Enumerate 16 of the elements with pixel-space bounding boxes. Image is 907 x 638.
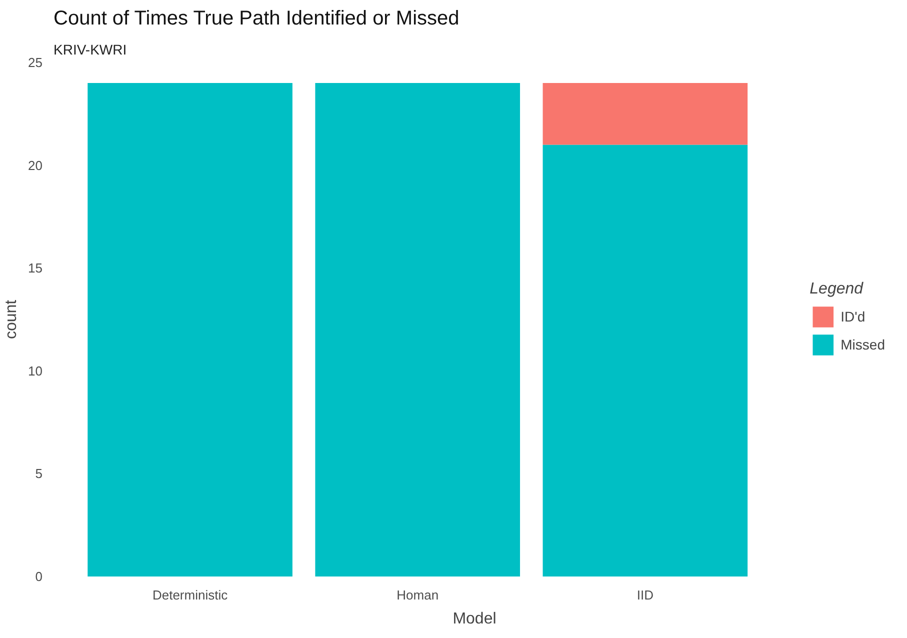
y-tick-label: 0 — [35, 569, 43, 584]
y-tick-label: 5 — [35, 466, 43, 482]
legend-label: Missed — [840, 336, 885, 352]
y-tick-label: 20 — [28, 158, 43, 173]
y-tick-label: 10 — [28, 363, 43, 378]
chart-subtitle: KRIV-KWRI — [54, 42, 127, 58]
x-axis-title: Model — [452, 610, 496, 628]
x-tick-label: IID — [636, 588, 654, 602]
y-tick-label: 25 — [28, 55, 43, 70]
y-axis-title: count — [3, 299, 20, 340]
x-tick-label: Deterministic — [152, 588, 228, 602]
x-tick-label: Homan — [396, 588, 439, 602]
legend-label: ID'd — [840, 308, 866, 324]
chart-title: Count of Times True Path Identified or Missed — [54, 8, 460, 30]
legend-title: Legend — [810, 280, 864, 298]
y-tick-label: 15 — [28, 260, 43, 276]
